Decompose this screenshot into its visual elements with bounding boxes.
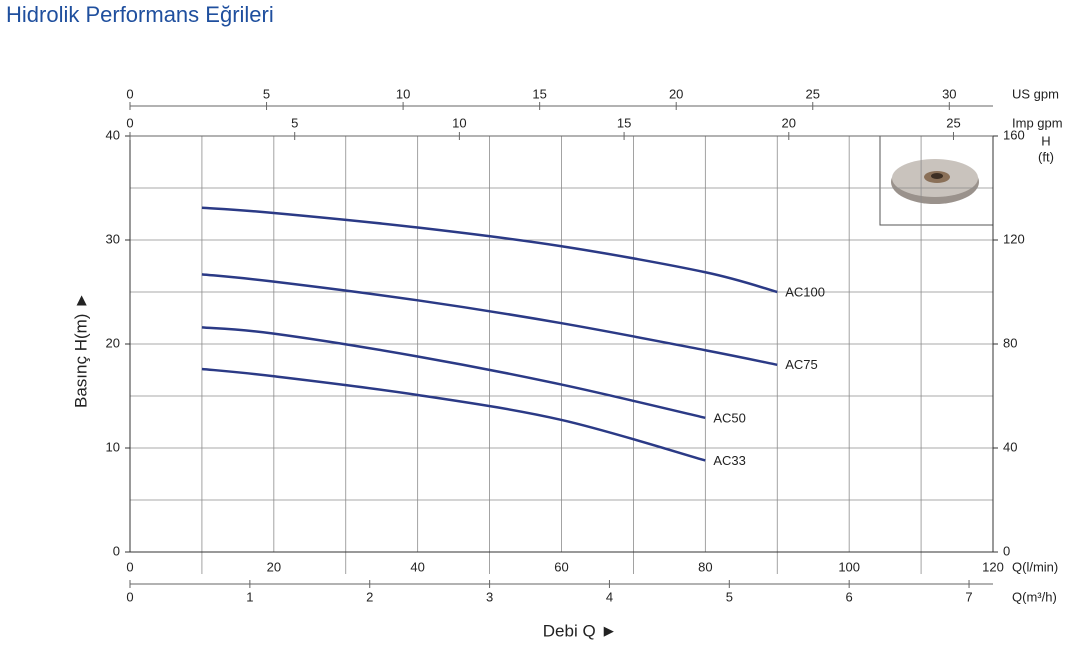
x-tick-label: 80: [698, 559, 712, 574]
x-axis-unit: Q(l/min): [1012, 559, 1058, 574]
series-label: AC75: [785, 357, 818, 372]
series-label: AC100: [785, 284, 825, 299]
x-tick-label: 5: [263, 86, 270, 101]
x-tick-label: 20: [669, 86, 683, 101]
x-tick-label: 10: [396, 86, 410, 101]
y2-tick-label: 0: [1003, 543, 1010, 558]
x-tick-label: 30: [942, 86, 956, 101]
y-tick-label: 30: [106, 231, 120, 246]
x-tick-label: 20: [267, 559, 281, 574]
x-tick-label: 60: [554, 559, 568, 574]
data-line: [201, 326, 706, 420]
y2-tick-label: 80: [1003, 335, 1017, 350]
x-tick-label: 100: [838, 559, 860, 574]
x-tick-label: 6: [846, 589, 853, 604]
y-axis-label: Basınç H(m) ►: [71, 292, 90, 408]
x-tick-label: 0: [126, 86, 133, 101]
x-tick-label: 15: [532, 86, 546, 101]
pump-inset: [879, 135, 994, 226]
x-tick-label: 40: [410, 559, 424, 574]
data-line: [201, 273, 778, 367]
x-axis-unit: Imp gpm: [1012, 115, 1063, 130]
x-tick-label: 120: [982, 559, 1004, 574]
x-tick-label: 5: [726, 589, 733, 604]
x-axis-unit: US gpm: [1012, 86, 1059, 101]
x-tick-label: 10: [452, 115, 466, 130]
x-tick-label: 0: [126, 115, 133, 130]
y2-axis-unit: (ft): [1038, 149, 1054, 164]
x-tick-label: 5: [291, 115, 298, 130]
x-tick-label: 2: [366, 589, 373, 604]
y-tick-label: 40: [106, 127, 120, 142]
x-tick-label: 7: [965, 589, 972, 604]
data-line: [201, 367, 706, 462]
x-tick-label: 25: [806, 86, 820, 101]
y-tick-label: 10: [106, 439, 120, 454]
x-tick-label: 0: [126, 589, 133, 604]
x-tick-label: 15: [617, 115, 631, 130]
x-tick-label: 4: [606, 589, 613, 604]
y2-tick-label: 120: [1003, 231, 1025, 246]
y-tick-label: 0: [113, 543, 120, 558]
x-axis-label: Debi Q ►: [543, 621, 617, 640]
y2-tick-label: 160: [1003, 127, 1025, 142]
series-label: AC33: [713, 453, 746, 468]
x-tick-label: 3: [486, 589, 493, 604]
series-label: AC50: [713, 410, 746, 425]
x-tick-label: 0: [126, 559, 133, 574]
x-tick-label: 1: [246, 589, 253, 604]
x-axis-unit: Q(m³/h): [1012, 589, 1057, 604]
x-tick-label: 25: [946, 115, 960, 130]
y2-tick-label: 40: [1003, 439, 1017, 454]
y-tick-label: 20: [106, 335, 120, 350]
y2-axis-label: H: [1041, 133, 1050, 148]
chart-title: Hidrolik Performans Eğrileri: [6, 2, 274, 27]
data-line: [201, 206, 778, 294]
x-tick-label: 20: [782, 115, 796, 130]
